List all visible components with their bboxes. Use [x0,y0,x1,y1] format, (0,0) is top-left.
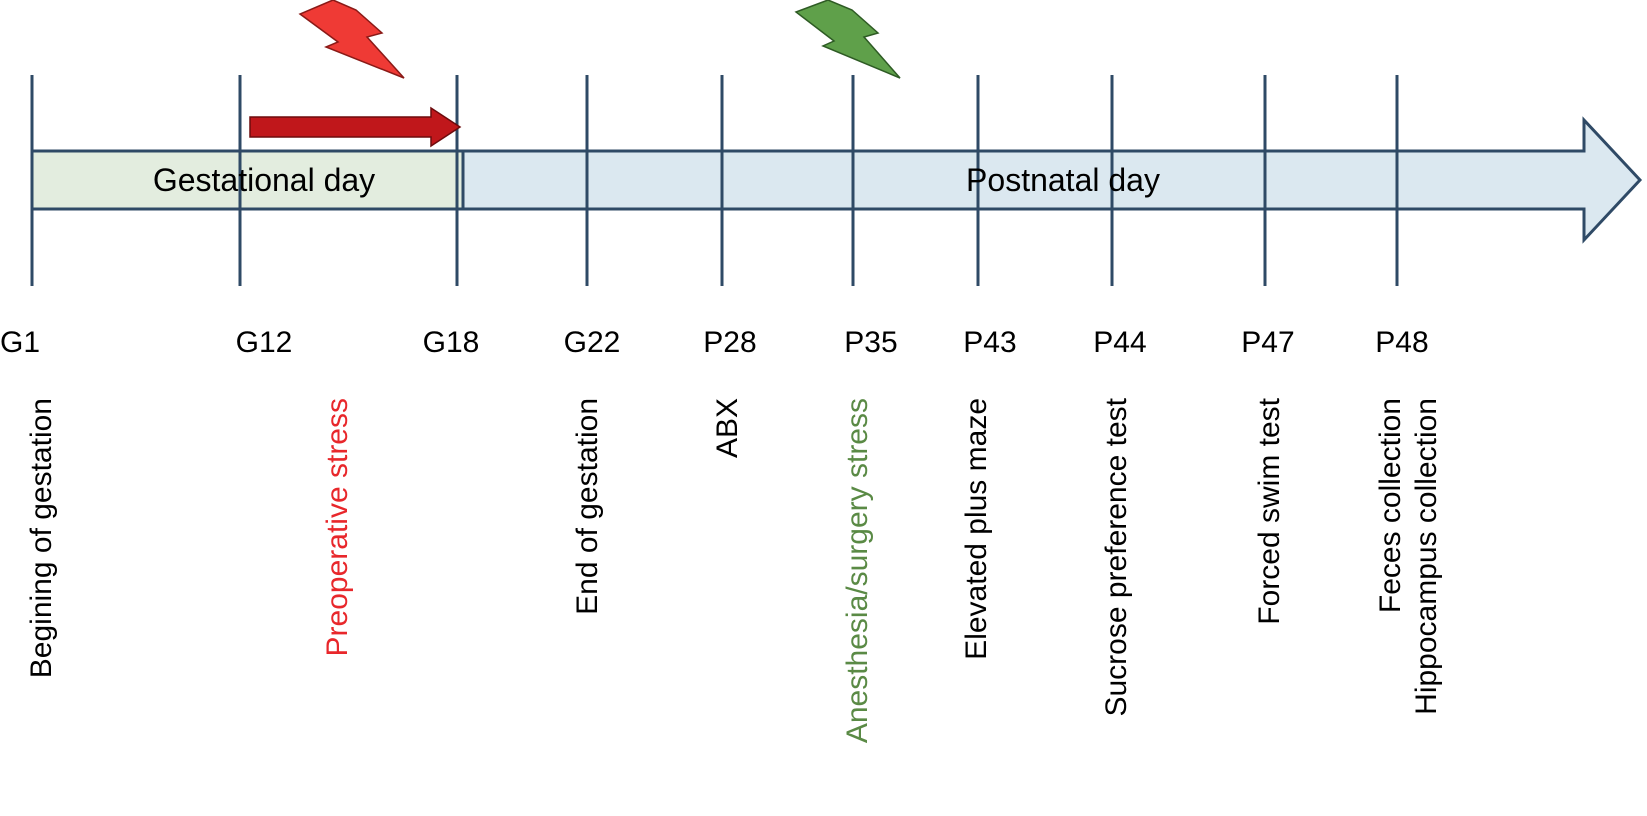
arrow-right-icon [249,106,462,148]
event-label-elevated-plus-maze: Elevated plus maze [960,398,993,660]
tick-label-p47: P47 [1241,326,1294,359]
postnatal-band [461,116,1643,244]
tick-label-p48: P48 [1375,326,1428,359]
tick-label-p35: P35 [844,326,897,359]
preoperative-stress-arrow [249,106,462,148]
timeline-band [30,116,1643,244]
tick-labels: G1 G12 G18 G22 P28 P35 P43 P44 P47 P48 [0,326,1429,359]
lightning-bolt-icon-green [794,0,901,79]
tick-label-g18: G18 [423,326,480,359]
lightning-bolt-icon-red [298,0,405,79]
tick-label-p43: P43 [963,326,1016,359]
event-label-forced-swim-test: Forced swim test [1253,397,1286,624]
event-label-begining-of-gestation: Begining of gestation [25,398,58,678]
event-label-sucrose-preference-test: Sucrose preference test [1100,397,1133,716]
event-label-end-of-gestation: End of gestation [571,398,604,615]
tick-label-p44: P44 [1093,326,1146,359]
event-labels: Begining of gestation End of gestation ABX… [25,397,1443,743]
tick-lines [30,75,1399,286]
tick-label-g22: G22 [564,326,621,359]
tick-label-g12: G12 [236,326,293,359]
gestational-day-label: Gestational day [153,162,375,198]
event-label-abx: ABX [711,398,744,458]
event-label-hippocampus-collection: Hippocampus collection [1410,398,1443,715]
event-label-feces-collection: Feces collection [1374,398,1407,613]
event-label-anesthesia-surgery-stress: Anesthesia/surgery stress [841,398,874,743]
tick-label-p28: P28 [703,326,756,359]
tick-label-g1: G1 [0,326,40,359]
postnatal-day-label: Postnatal day [966,162,1160,198]
event-label-preoperative-stress: Preoperative stress [321,398,354,656]
